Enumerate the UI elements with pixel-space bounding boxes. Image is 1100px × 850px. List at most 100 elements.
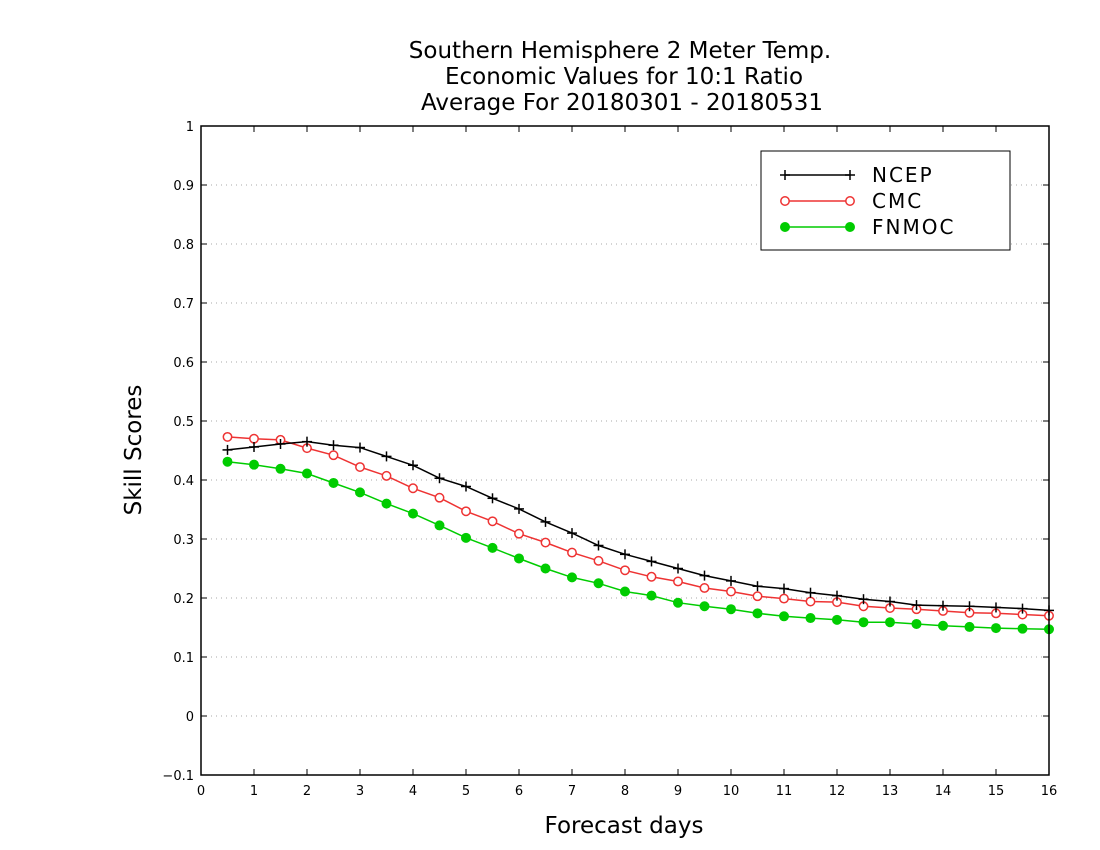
filled-circle-marker <box>938 620 948 631</box>
filled-circle-marker <box>381 498 392 509</box>
open-circle-marker <box>646 571 657 582</box>
plus-marker <box>991 602 1001 613</box>
filled-circle-marker <box>780 222 790 232</box>
y-tick-label: −0.1 <box>162 769 194 784</box>
plus-marker <box>593 540 604 551</box>
plus-marker <box>845 170 855 180</box>
plus-marker <box>328 440 339 451</box>
x-tick-label: 7 <box>568 784 576 799</box>
plus-marker <box>222 444 233 455</box>
filled-circle-marker <box>832 614 842 625</box>
y-tick-label: 0.1 <box>173 651 194 666</box>
plus-marker <box>620 549 630 560</box>
x-tick-label: 10 <box>723 784 740 799</box>
legend-label: FNMOC <box>872 215 955 239</box>
plus-marker <box>567 528 577 539</box>
x-tick-label: 2 <box>303 784 311 799</box>
x-tick-label: 9 <box>674 784 682 799</box>
filled-circle-marker <box>845 222 855 232</box>
open-circle-marker <box>593 555 604 566</box>
filled-circle-marker <box>673 597 683 608</box>
open-circle-marker <box>487 516 498 527</box>
filled-circle-marker <box>355 487 365 498</box>
legend-label: CMC <box>872 189 923 213</box>
legend-label: NCEP <box>872 163 934 187</box>
plus-marker <box>780 170 790 180</box>
plus-marker <box>249 441 259 452</box>
open-circle-marker <box>434 492 445 503</box>
x-tick-label: 8 <box>621 784 629 799</box>
filled-circle-marker <box>275 463 286 474</box>
filled-circle-marker <box>249 459 259 470</box>
series-fnmoc <box>222 456 1054 635</box>
y-axis-ticks: −0.1 0 0.1 0.2 0.3 0.4 0.5 0.6 0.7 0.8 0.9 1 <box>162 120 1049 784</box>
open-circle-marker <box>673 576 683 587</box>
filled-circle-marker <box>699 601 710 612</box>
x-tick-label: 11 <box>776 784 793 799</box>
x-tick-label: 13 <box>882 784 899 799</box>
plus-marker <box>911 600 922 611</box>
open-circle-marker <box>779 593 789 604</box>
legend-item-ncep: NCEP <box>780 163 934 187</box>
plus-marker <box>487 493 498 504</box>
plus-marker <box>964 601 975 612</box>
open-circle-marker <box>408 483 418 494</box>
plus-marker <box>461 481 471 492</box>
y-tick-label: 1 <box>186 120 194 135</box>
open-circle-marker <box>699 583 710 593</box>
y-axis-label: Skill Scores <box>121 385 147 516</box>
open-circle-marker <box>845 196 855 206</box>
filled-circle-marker <box>328 477 339 488</box>
filled-circle-marker <box>991 623 1001 634</box>
y-tick-label: 0 <box>186 710 194 725</box>
x-tick-label: 5 <box>462 784 470 799</box>
plus-marker <box>938 600 948 611</box>
open-circle-marker <box>540 537 551 548</box>
open-circle-marker <box>249 433 259 444</box>
chart-title-line-3: Average For 20180301 - 20180531 <box>421 90 823 116</box>
filled-circle-marker <box>408 508 418 519</box>
plus-marker <box>726 575 736 586</box>
filled-circle-marker <box>911 618 922 629</box>
x-tick-label: 15 <box>988 784 1005 799</box>
x-axis-ticks: 0 1 2 3 4 5 6 7 8 9 10 11 12 13 14 15 16 <box>197 126 1057 799</box>
plus-marker <box>434 473 445 484</box>
filled-circle-marker <box>1017 623 1028 634</box>
filled-circle-marker <box>805 613 816 624</box>
series-cmc <box>222 431 1054 621</box>
x-tick-label: 6 <box>515 784 523 799</box>
filled-circle-marker <box>620 586 630 597</box>
plus-marker <box>832 590 842 601</box>
plus-marker <box>699 570 710 581</box>
legend-item-fnmoc: FNMOC <box>780 215 955 239</box>
y-tick-label: 0.4 <box>173 474 194 489</box>
chart-title-line-1: Southern Hemisphere 2 Meter Temp. <box>409 38 831 64</box>
plus-marker <box>381 451 392 462</box>
plus-marker <box>275 439 286 450</box>
filled-circle-marker <box>302 468 312 479</box>
open-circle-marker <box>328 450 339 461</box>
y-tick-label: 0.7 <box>173 297 194 312</box>
plus-marker <box>514 503 524 514</box>
y-tick-label: 0.2 <box>173 592 194 607</box>
plus-marker <box>805 587 816 598</box>
filled-circle-marker <box>779 611 789 622</box>
series-layer <box>222 431 1054 635</box>
open-circle-marker <box>805 596 816 607</box>
series-ncep <box>222 436 1054 616</box>
y-tick-label: 0.9 <box>173 179 194 194</box>
chart-title-line-2: Economic Values for 10:1 Ratio <box>445 64 803 90</box>
filled-circle-marker <box>222 456 233 467</box>
plus-marker <box>752 581 763 592</box>
filled-circle-marker <box>461 532 471 543</box>
filled-circle-marker <box>567 572 577 583</box>
x-tick-label: 0 <box>197 784 205 799</box>
y-tick-label: 0.5 <box>173 415 194 430</box>
open-circle-marker <box>567 547 577 558</box>
filled-circle-marker <box>885 617 895 628</box>
y-tick-label: 0.6 <box>173 356 194 371</box>
filled-circle-marker <box>726 604 736 615</box>
x-tick-label: 14 <box>935 784 952 799</box>
